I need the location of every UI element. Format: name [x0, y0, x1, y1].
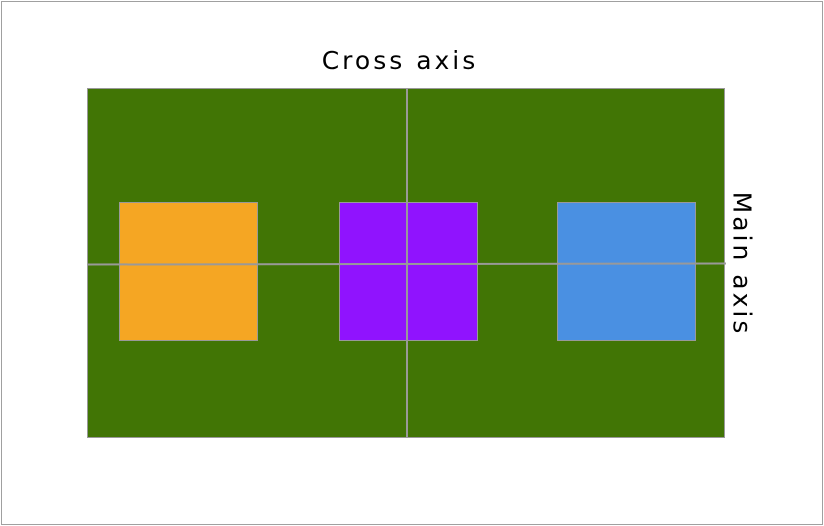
- cross-axis-label: Cross axis: [321, 46, 479, 75]
- flex-item-orange: [119, 202, 258, 341]
- main-axis-label: Main axis: [727, 191, 757, 337]
- flex-item-blue: [557, 202, 696, 341]
- flex-item-purple: [339, 202, 478, 341]
- cross-axis-line: [406, 88, 408, 438]
